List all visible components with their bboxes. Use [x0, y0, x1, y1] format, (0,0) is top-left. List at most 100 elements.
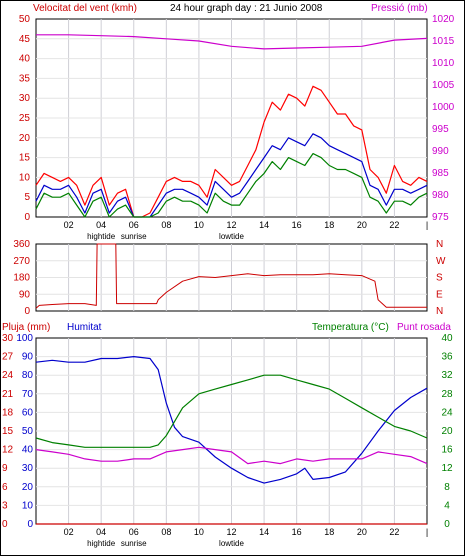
pressure-ytick-975: 975 — [432, 212, 449, 223]
dir-letter-3: E — [436, 289, 443, 300]
humidity-axis-label: Humitat — [67, 322, 102, 333]
thermo-marker-sunrise: sunrise — [121, 539, 147, 548]
wind-xtick-14: 14 — [259, 220, 269, 230]
rain-ytick-27: 27 — [2, 352, 14, 363]
rain-ytick-3: 3 — [2, 500, 8, 511]
rain-axis-label: Pluja (mm) — [2, 322, 50, 333]
temp-ytick-40: 40 — [441, 333, 453, 344]
humidity-ytick-50: 50 — [22, 426, 34, 437]
temp-ytick-12: 12 — [441, 463, 453, 474]
pressure-ytick-985: 985 — [432, 168, 449, 179]
temp-ytick-16: 16 — [441, 445, 453, 456]
wind-speed-axis-label: Velocitat del vent (kmh) — [33, 3, 137, 14]
dir-ytick-90: 90 — [19, 289, 31, 300]
wind-xtick-end: | — [426, 220, 428, 230]
thermo-marker-hightide: hightide — [87, 539, 116, 548]
pressure-ytick-1015: 1015 — [432, 36, 455, 47]
wind-ytick-35: 35 — [19, 73, 31, 84]
dir-letter-4: N — [436, 306, 443, 317]
thermo-xtick-20: 20 — [357, 527, 367, 537]
humidity-ytick-20: 20 — [22, 482, 34, 493]
thermo-xtick-12: 12 — [226, 527, 236, 537]
wind-ytick-0: 0 — [24, 212, 30, 223]
wind-xtick-08: 08 — [161, 220, 171, 230]
thermo-xtick-16: 16 — [292, 527, 302, 537]
temp-ytick-0: 0 — [444, 519, 450, 530]
humidity-ytick-80: 80 — [22, 370, 34, 381]
dir-ytick-270: 270 — [13, 256, 30, 267]
wind-marker-hightide: hightide — [87, 232, 116, 241]
pressure-ytick-1005: 1005 — [432, 80, 455, 91]
pressure-line — [36, 34, 428, 50]
dew-point-axis-label: Punt rosada — [397, 322, 451, 333]
pressure-ytick-1020: 1020 — [432, 14, 455, 25]
humidity-ytick-90: 90 — [22, 352, 34, 363]
rain-ytick-0: 0 — [2, 519, 8, 530]
temp-ytick-28: 28 — [441, 389, 453, 400]
pressure-ytick-980: 980 — [432, 190, 449, 201]
direction-line — [35, 243, 427, 309]
temp-ytick-32: 32 — [441, 370, 453, 381]
thermo-xtick-18: 18 — [324, 527, 334, 537]
humidity-ytick-40: 40 — [22, 445, 34, 456]
rain-ytick-6: 6 — [2, 482, 8, 493]
pressure-ytick-1000: 1000 — [432, 102, 455, 113]
wind-series-line-1 — [35, 133, 428, 218]
temperature-axis-label: Temperatura (°C) — [312, 322, 389, 333]
chart-title: 24 hour graph day : 21 Junio 2008 — [170, 3, 323, 14]
temp-ytick-8: 8 — [444, 482, 450, 493]
wind-xtick-22: 22 — [389, 220, 399, 230]
thermo-marker-lowtide: lowtide — [219, 539, 244, 548]
humidity-line — [35, 356, 428, 484]
thermo-xtick-10: 10 — [194, 527, 204, 537]
pressure-ytick-990: 990 — [432, 146, 449, 157]
wind-xtick-18: 18 — [324, 220, 334, 230]
rain-ytick-18: 18 — [2, 407, 14, 418]
rain-ytick-15: 15 — [2, 426, 14, 437]
pressure-ytick-995: 995 — [432, 124, 449, 135]
wind-ytick-10: 10 — [19, 172, 31, 183]
rain-ytick-24: 24 — [2, 370, 14, 381]
rain-ytick-21: 21 — [2, 389, 14, 400]
dew-point-line — [35, 446, 428, 465]
temperature-line — [35, 374, 428, 448]
wind-ytick-25: 25 — [19, 113, 31, 124]
wind-ytick-50: 50 — [19, 14, 31, 25]
wind-ytick-30: 30 — [19, 93, 31, 104]
wind-xtick-02: 02 — [64, 220, 74, 230]
wind-xtick-06: 06 — [129, 220, 139, 230]
thermo-xtick-08: 08 — [161, 527, 171, 537]
humidity-ytick-70: 70 — [22, 389, 34, 400]
wind-marker-sunrise: sunrise — [121, 232, 147, 241]
dir-letter-0: N — [436, 239, 443, 250]
dir-ytick-180: 180 — [13, 273, 30, 284]
thermo-xtick-end: | — [426, 527, 428, 537]
humidity-ytick-60: 60 — [22, 407, 34, 418]
humidity-ytick-0: 0 — [27, 519, 33, 530]
dir-letter-1: W — [436, 256, 446, 267]
thermo-xtick-04: 04 — [96, 527, 106, 537]
humidity-ytick-30: 30 — [22, 463, 34, 474]
rain-ytick-30: 30 — [2, 333, 14, 344]
thermo-xtick-02: 02 — [64, 527, 74, 537]
wind-ytick-20: 20 — [19, 133, 31, 144]
wind-xtick-16: 16 — [292, 220, 302, 230]
temp-ytick-24: 24 — [441, 407, 453, 418]
rain-ytick-12: 12 — [2, 445, 14, 456]
wind-ytick-40: 40 — [19, 54, 31, 65]
humidity-ytick-10: 10 — [22, 500, 34, 511]
rain-ytick-9: 9 — [2, 463, 8, 474]
wind-series-line-0 — [35, 85, 428, 218]
temp-ytick-4: 4 — [444, 500, 450, 511]
wind-xtick-10: 10 — [194, 220, 204, 230]
wind-ytick-45: 45 — [19, 34, 31, 45]
pressure-axis-label: Pressió (mb) — [371, 3, 428, 14]
temp-ytick-20: 20 — [441, 426, 453, 437]
wind-ytick-15: 15 — [19, 153, 31, 164]
humidity-ytick-100: 100 — [16, 333, 33, 344]
wind-ytick-5: 5 — [24, 192, 30, 203]
thermo-xtick-14: 14 — [259, 527, 269, 537]
thermo-xtick-22: 22 — [389, 527, 399, 537]
wind-xtick-12: 12 — [226, 220, 236, 230]
